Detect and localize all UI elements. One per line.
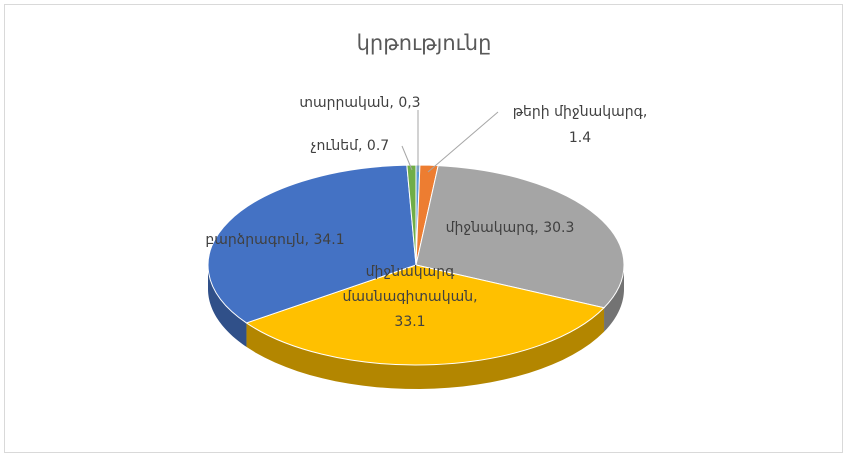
data-label-line: միջնակարգ	[366, 264, 455, 280]
slice-side	[604, 265, 624, 332]
slice-side	[208, 265, 247, 347]
data-label: չունեմ, 0.7	[311, 138, 389, 154]
data-label: միջնակարգ, 30.3	[446, 220, 575, 236]
data-label-line: 1.4	[569, 130, 591, 146]
slice	[415, 165, 625, 309]
data-label: թերի միջնակարգ, 1.4	[513, 104, 648, 146]
data-label-line: 33.1	[394, 314, 425, 330]
data-label-line: մասնագիտական,	[342, 289, 477, 305]
slice-side	[246, 307, 605, 389]
slice	[406, 164, 417, 266]
data-label: միջնակարգ մասնագիտական, 33.1	[342, 264, 477, 330]
data-label-line: թերի միջնակարգ,	[513, 104, 648, 120]
data-label: բարձրագույն, 34.1	[205, 232, 344, 248]
slice	[245, 264, 606, 366]
chart-title: կրթությունը	[357, 31, 492, 55]
slice	[207, 164, 417, 324]
leader-line	[427, 111, 499, 173]
data-label: տարրական, 0,3	[299, 95, 420, 111]
leader-line	[401, 145, 413, 171]
